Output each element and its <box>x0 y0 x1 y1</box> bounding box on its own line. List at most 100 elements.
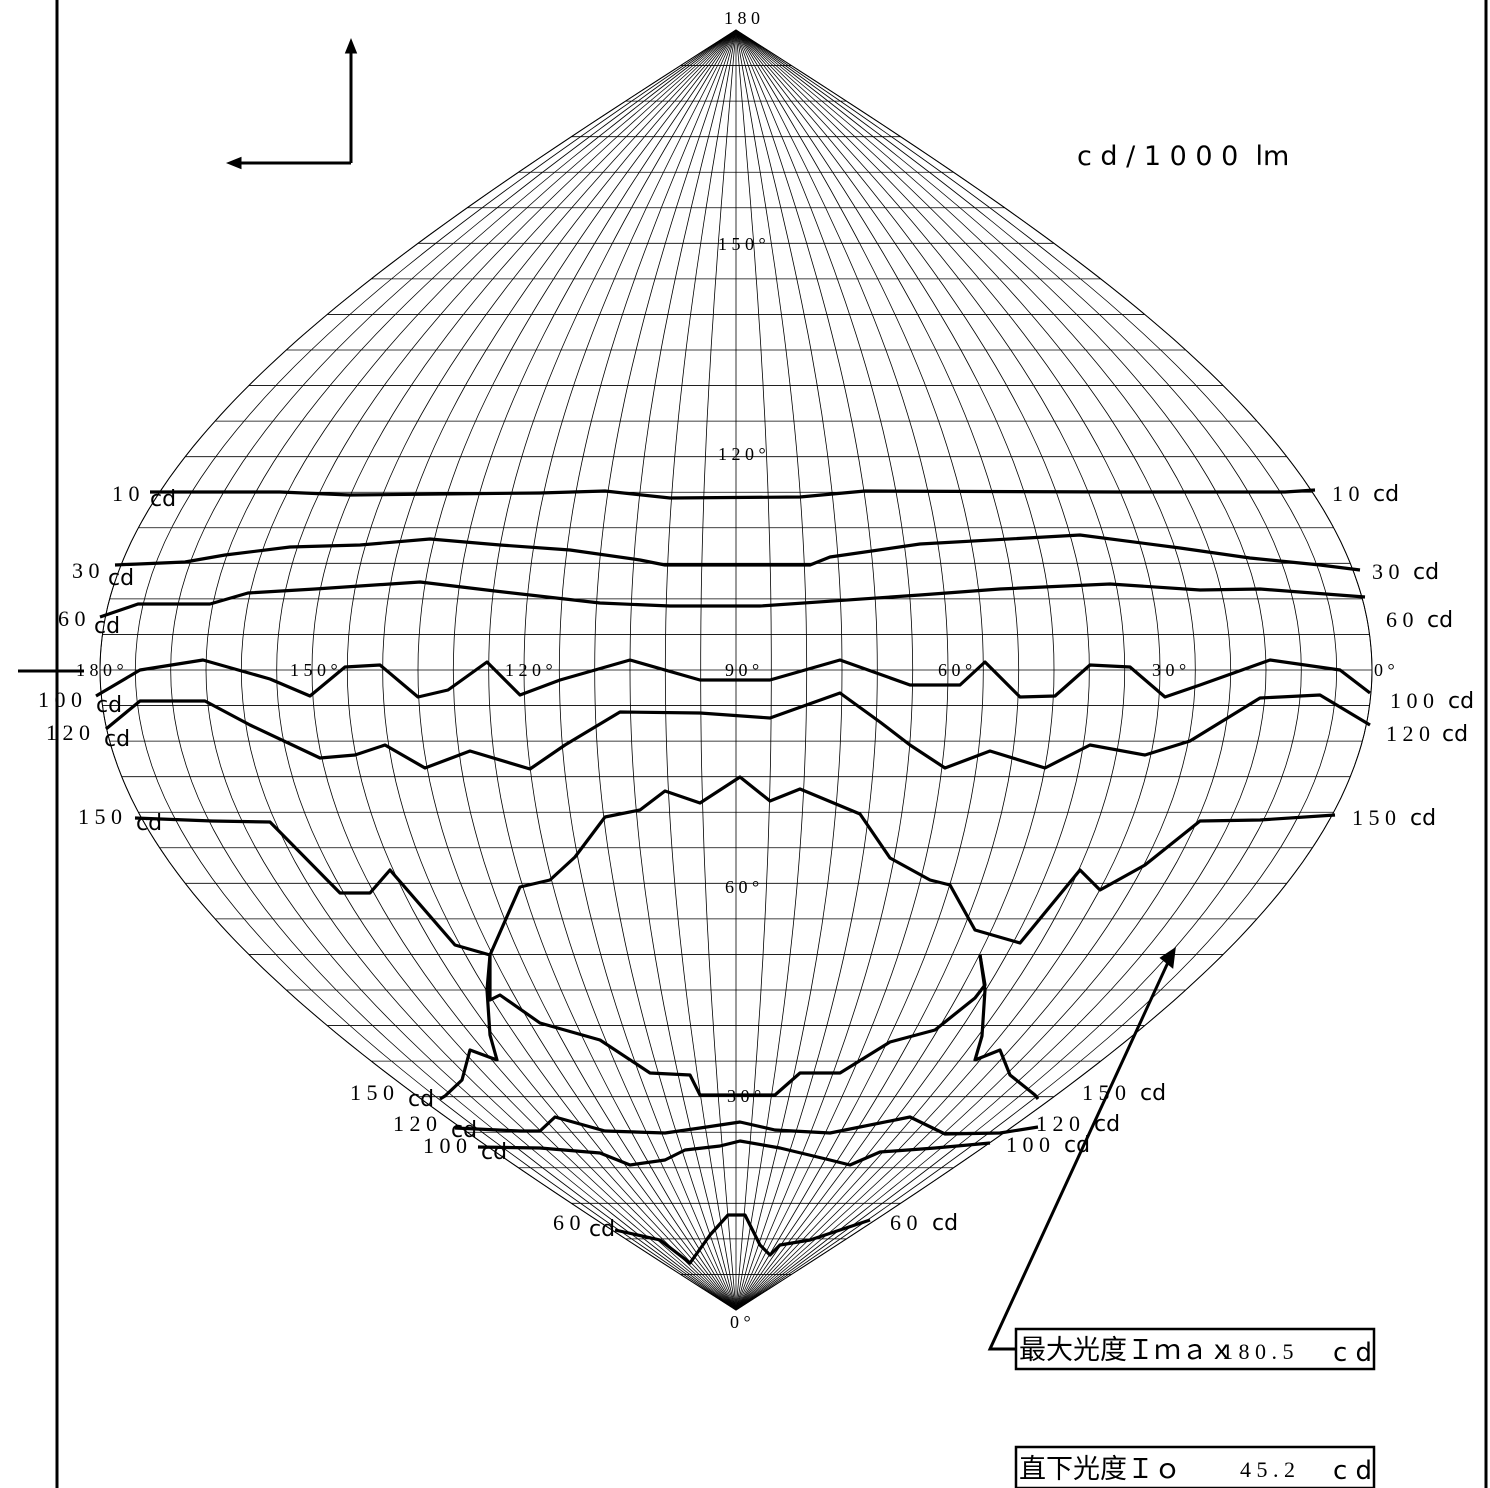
imax-label: 最大光度Ｉｍａｘ <box>1019 1335 1235 1366</box>
diagram-outline <box>99 29 1373 1311</box>
grid-longitude-line <box>735 29 1267 1311</box>
grid-longitude-line <box>735 29 1126 1311</box>
curve-120cd <box>104 691 1371 771</box>
contour-label-num: 1 0 0 <box>423 1133 467 1158</box>
angle-label-30: 3 0 ° <box>727 1086 761 1106</box>
grid-longitude-line <box>735 29 772 1311</box>
contour-label-num: 1 0 0 <box>1390 688 1434 713</box>
equator-label-150: 1 5 0 ° <box>290 660 338 680</box>
orientation-arrows-icon <box>225 37 358 170</box>
curve-150cd-upper <box>134 775 1336 957</box>
contour-label-num: 6 0 <box>1386 607 1414 632</box>
contour-label-cd: cd <box>96 693 122 718</box>
grid-longitude-line <box>276 29 737 1311</box>
grid-longitude-line <box>735 29 1055 1311</box>
curve-100cd <box>95 658 1371 699</box>
contour-label-num: 1 5 0 <box>1082 1080 1126 1105</box>
grid-longitude-line <box>735 29 1196 1311</box>
grid-longitude-line <box>700 29 737 1311</box>
curve-30cd <box>114 533 1361 572</box>
contour-label-cd: cd <box>1442 722 1468 747</box>
contour-label-cd: cd <box>1140 1081 1166 1106</box>
equator-label-60: 6 0 ° <box>938 660 972 680</box>
curve-60cd-lower <box>614 1213 871 1265</box>
contour-label-num: 1 0 <box>112 481 140 506</box>
lower-left-contour-labels: 1 5 0 cd 1 2 0 cd 1 0 0 cd 6 0 cd <box>350 1080 615 1242</box>
contour-label-cd: cd <box>136 811 162 836</box>
contour-label-cd: cd <box>150 487 176 512</box>
grid-longitude-line <box>735 29 843 1311</box>
contour-label-num: 1 0 0 <box>38 687 82 712</box>
right-contour-labels: 1 0 cd 3 0 cd 6 0 cd 1 0 0 cd 1 2 0 cd 1… <box>1332 481 1474 831</box>
grid-longitude-line <box>735 29 1020 1311</box>
isocandela-curves <box>95 488 1371 1265</box>
angle-label-60: 6 0 ° <box>725 877 759 897</box>
contour-label-cd: cd <box>1448 689 1474 714</box>
contour-label-cd: cd <box>1427 608 1453 633</box>
curve-10cd <box>150 488 1316 500</box>
curve-150cd-inner <box>488 954 987 1097</box>
contour-label-num: 1 5 0 <box>350 1080 394 1105</box>
equator-label-120: 1 2 0 ° <box>505 660 553 680</box>
grid-longitude-line <box>735 29 914 1311</box>
contour-label-num: 3 0 <box>72 558 100 583</box>
contour-label-num: 1 2 0 <box>393 1111 437 1136</box>
contour-label-cd: cd <box>1094 1112 1120 1137</box>
io-unit: c d <box>1333 1456 1372 1486</box>
unit-label: c d / 1 0 0 0 lm <box>1077 141 1289 172</box>
equator-label-90: 9 0 ° <box>725 660 759 680</box>
grid-longitude-line <box>523 29 737 1311</box>
grid-longitude-line <box>735 29 878 1311</box>
contour-label-cd: cd <box>1064 1133 1090 1158</box>
grid-longitude-line <box>488 29 737 1311</box>
contour-label-num: 3 0 <box>1372 559 1400 584</box>
contour-label-cd: cd <box>104 727 130 752</box>
angle-label-0-bottom: 0 ° <box>730 1312 751 1332</box>
grid-longitude-line <box>735 29 1232 1311</box>
io-value: 4 5 . 2 <box>1240 1457 1295 1482</box>
equator-label-0: 0 ° <box>1374 660 1395 680</box>
imax-box <box>1014 1327 1376 1371</box>
contour-label-num: 1 0 0 <box>1006 1132 1050 1157</box>
grid-longitude-line <box>558 29 737 1311</box>
angle-label-150: 1 5 0 ° <box>718 234 766 254</box>
grid-longitude-line <box>735 29 949 1311</box>
contour-label-num: 1 2 0 <box>46 720 90 745</box>
contour-label-cd: cd <box>589 1217 615 1242</box>
left-contour-labels: 1 0 cd 3 0 cd 6 0 cd 1 0 0 cd 1 2 0 cd 1… <box>38 481 176 836</box>
grid-longitude-line <box>735 29 1161 1311</box>
grid-longitude-line <box>170 29 737 1311</box>
grid-longitude-line <box>735 29 1090 1311</box>
contour-label-cd: cd <box>1413 560 1439 585</box>
grid-longitude-line <box>134 29 737 1311</box>
contour-label-num: 6 0 <box>58 606 86 631</box>
io-label: 直下光度Ｉｏ <box>1019 1454 1181 1485</box>
io-box <box>1014 1445 1376 1488</box>
curve-150cd-left-lobe <box>439 954 499 1101</box>
grid-longitude-line <box>205 29 737 1311</box>
imax-pointer-arrow <box>987 946 1176 1351</box>
imax-value: 1 8 0 . 5 <box>1222 1339 1294 1364</box>
contour-label-num: 1 2 0 <box>1036 1111 1080 1136</box>
grid-longitude-line <box>452 29 737 1311</box>
contour-label-cd: cd <box>1373 482 1399 507</box>
contour-label-num: 1 5 0 <box>1352 805 1396 830</box>
curve-60cd <box>99 580 1366 619</box>
contour-label-cd: cd <box>932 1211 958 1236</box>
angle-label-120: 1 2 0 ° <box>718 444 766 464</box>
curve-120cd-lower <box>454 1115 1039 1136</box>
equator-label-30: 3 0 ° <box>1152 660 1186 680</box>
grid-longitude-line <box>346 29 737 1311</box>
grid-longitude-line <box>311 29 737 1311</box>
contour-label-cd: cd <box>408 1087 434 1112</box>
contour-label-num: 6 0 <box>890 1210 918 1235</box>
grid-longitude-line <box>629 29 737 1311</box>
contour-label-num: 1 0 <box>1332 481 1360 506</box>
grid-longitude-line <box>735 29 1302 1311</box>
contour-label-num: 1 5 0 <box>78 804 122 829</box>
grid-longitude-line <box>382 29 737 1311</box>
contour-label-cd: cd <box>481 1140 507 1165</box>
angle-label-180-top: 1 8 0 <box>724 8 760 28</box>
contour-label-cd: cd <box>108 566 134 591</box>
